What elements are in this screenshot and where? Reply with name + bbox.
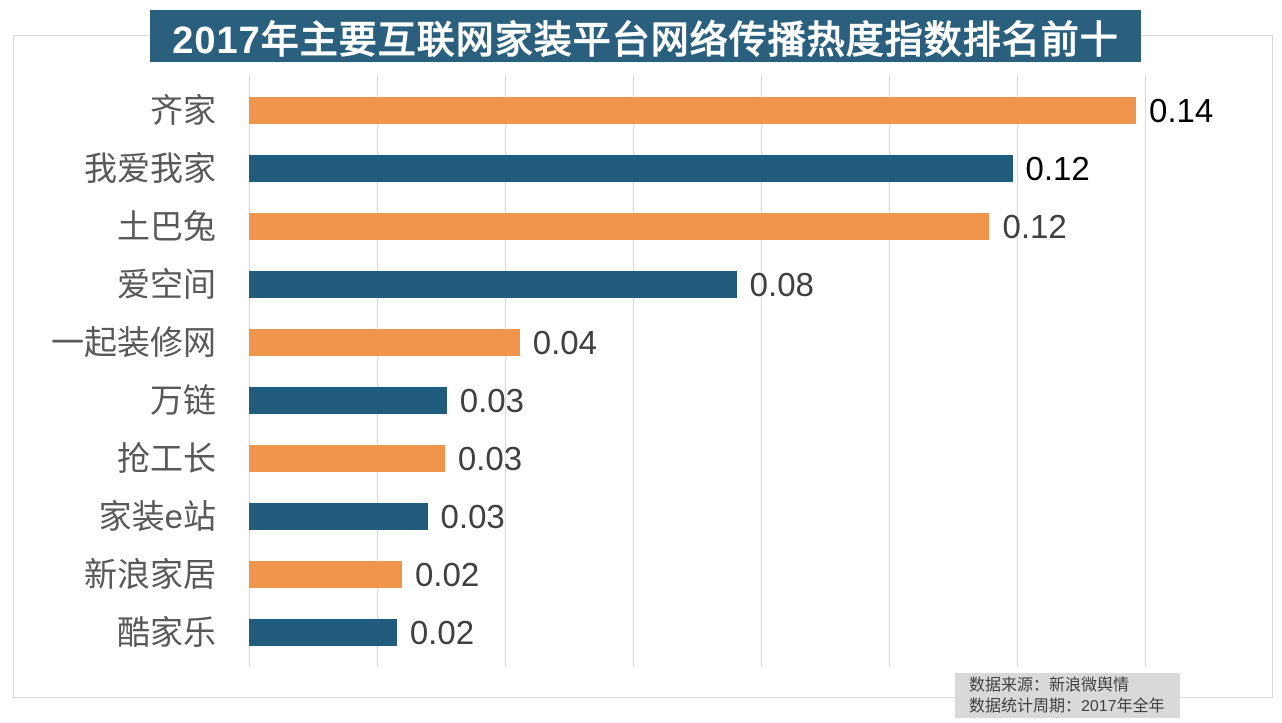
gridline bbox=[889, 75, 890, 667]
value-label: 0.04 bbox=[532, 323, 597, 361]
bar-row: 万链 0.03 bbox=[150, 372, 1273, 430]
bar bbox=[249, 270, 737, 298]
value-label: 0.03 bbox=[457, 440, 523, 478]
source-note-line2: 数据统计周期：2017年全年 bbox=[969, 698, 1165, 715]
value-label: 0.03 bbox=[440, 498, 505, 536]
bar-row: 新浪家居 0.02 bbox=[84, 546, 1273, 604]
category-label: 万链 bbox=[150, 382, 216, 419]
value-label: 0.08 bbox=[749, 265, 814, 303]
bar bbox=[249, 154, 1013, 182]
plot-area: 齐家 0.14 我爱我家 0.12 土巴兔 0.12 爱空间 0.08 一起装修网 0.04 万链 0… bbox=[51, 75, 1273, 667]
category-label: 我爱我家 bbox=[84, 149, 216, 187]
bar-row: 齐家 0.14 bbox=[150, 82, 1273, 140]
gridline bbox=[249, 75, 250, 667]
category-label: 家装e站 bbox=[98, 498, 216, 536]
bar bbox=[249, 561, 402, 589]
bar-row: 爱空间 0.08 bbox=[117, 256, 1273, 314]
category-label: 土巴兔 bbox=[117, 207, 216, 245]
value-label: 0.03 bbox=[459, 382, 524, 419]
gridline bbox=[1017, 75, 1018, 667]
gridline bbox=[633, 75, 634, 667]
gridline bbox=[1145, 75, 1146, 667]
category-label: 一起装修网 bbox=[51, 323, 216, 361]
bar bbox=[249, 445, 445, 473]
bar-row: 土巴兔 0.12 bbox=[117, 198, 1273, 256]
bar bbox=[249, 619, 397, 647]
bar bbox=[249, 328, 520, 356]
category-label: 爱空间 bbox=[117, 265, 216, 303]
bar bbox=[249, 212, 990, 240]
category-label: 抢工长 bbox=[117, 440, 216, 478]
value-label: 0.02 bbox=[409, 614, 475, 652]
gridline bbox=[761, 75, 762, 667]
value-label: 0.02 bbox=[414, 556, 480, 594]
category-label: 齐家 bbox=[150, 91, 216, 129]
bar-row: 家装e站 0.03 bbox=[99, 488, 1273, 546]
chart-plot-box: 齐家 0.14 我爱我家 0.12 土巴兔 0.12 爱空间 0.08 一起装修网 0.04 万链 0… bbox=[13, 35, 1273, 698]
bar-row: 抢工长 0.03 bbox=[117, 430, 1273, 488]
bar-row: 我爱我家 0.12 bbox=[84, 140, 1273, 198]
category-label: 酷家乐 bbox=[117, 614, 216, 652]
source-note: 数据来源：新浪微舆情 数据统计周期：2017年全年 bbox=[955, 673, 1180, 718]
gridline bbox=[505, 75, 506, 667]
gridline bbox=[377, 75, 378, 667]
bar-row: 酷家乐 0.02 bbox=[117, 604, 1273, 662]
value-label: 0.12 bbox=[1025, 149, 1090, 187]
bar bbox=[249, 503, 428, 531]
bar bbox=[249, 96, 1137, 124]
category-label: 新浪家居 bbox=[84, 556, 216, 594]
chart-title: 2017年主要互联网家装平台网络传播热度指数排名前十 bbox=[150, 10, 1141, 62]
bar-row: 一起装修网 0.04 bbox=[51, 314, 1273, 372]
value-label: 0.12 bbox=[1002, 207, 1067, 245]
value-label: 0.14 bbox=[1149, 91, 1214, 129]
bar bbox=[249, 387, 447, 414]
source-note-line1: 数据来源：新浪微舆情 bbox=[969, 677, 1130, 694]
